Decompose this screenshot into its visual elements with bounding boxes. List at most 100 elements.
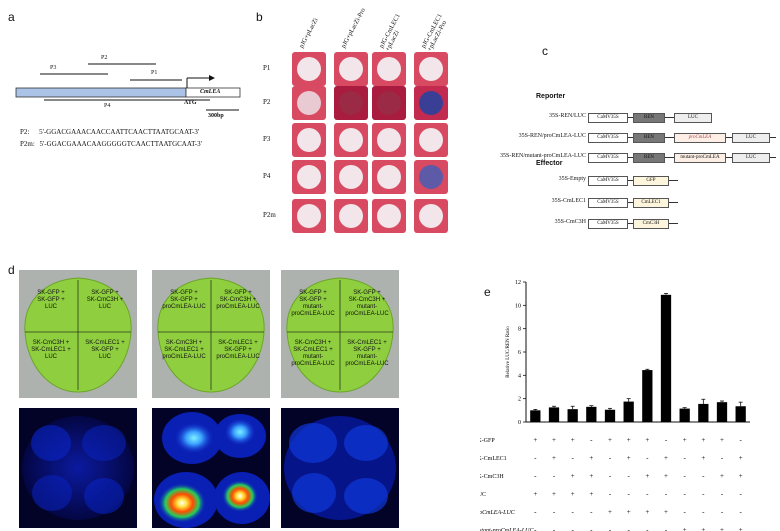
- scale-label: 300bp: [208, 113, 224, 119]
- yeast-colony: [297, 204, 321, 228]
- effector-title: Effector: [536, 160, 563, 167]
- bar: [567, 409, 578, 422]
- yeast-colony: [419, 57, 443, 81]
- yeast-dish: [372, 86, 406, 120]
- table-mark: -: [646, 526, 649, 531]
- table-mark: +: [664, 472, 668, 480]
- effector-1-label: 35S-Empty: [558, 176, 586, 182]
- yeast-dish: [372, 123, 406, 157]
- yeast-dish: [334, 86, 368, 120]
- bar: [548, 407, 560, 422]
- yeast-dish: [292, 199, 326, 233]
- table-mark: +: [533, 436, 537, 444]
- yeast-dish: [372, 199, 406, 233]
- panel-b-label: b: [256, 10, 263, 24]
- p2-seq-text: 5'-GGACGAAACAACCAATTCAACTTAATGCAAT-3': [39, 128, 200, 136]
- camv35s-box: CaMV35S: [588, 219, 628, 229]
- bar: [735, 406, 746, 422]
- yeast-colony: [419, 204, 443, 228]
- table-mark: +: [552, 454, 556, 462]
- leaf-quadrant-label: SK-GFP + SK-GFP + mutant- proCmLEA-LUC: [291, 290, 335, 317]
- effector-3-construct: CaMV35S CmC3H: [588, 219, 678, 229]
- reporter-2-label: 35S-REN/proCmLEA-LUC: [518, 133, 586, 139]
- table-mark: +: [589, 472, 593, 480]
- fragment-p3-label: P3: [50, 65, 57, 71]
- table-mark: -: [721, 454, 724, 462]
- bar: [679, 408, 690, 422]
- yeast-colony: [419, 91, 443, 115]
- table-mark: +: [701, 436, 705, 444]
- yeast-colony: [297, 165, 321, 189]
- table-mark: -: [739, 490, 742, 498]
- table-mark: -: [609, 472, 612, 480]
- y-tick-label: 6: [518, 350, 521, 356]
- promoter-map: [15, 63, 241, 111]
- cmlec1-box: CmLEC1: [633, 198, 669, 208]
- bar: [660, 294, 672, 422]
- table-mark: -: [627, 526, 630, 531]
- yeast-column-header: pJG-CmLEC1 +pLacZi: [378, 12, 402, 53]
- camv35s-box: CaMV35S: [588, 198, 628, 208]
- p2-sequence-row: P2: 5'-GGACGAAACAACCAATTCAACTTAATGCAAT-3…: [20, 128, 199, 136]
- tobacco-leaf-photo: SK-GFP + SK-GFP + LUC SK-GFP + SK-CmC3H +…: [19, 270, 137, 398]
- effector-3-label: 35S-CmC3H: [554, 219, 586, 225]
- luc-ren-bar-chart: 0 2 4 6 8 10 12 Relative LUC/REN Ratio SK-GFP + + +…: [480, 280, 750, 531]
- y-tick-label: 0: [518, 420, 521, 426]
- table-mark: +: [664, 454, 668, 462]
- reporter-1-label: 35S-REN/LUC: [548, 113, 586, 119]
- yeast-row-label: P4: [263, 172, 271, 180]
- table-mark: -: [683, 490, 686, 498]
- p2-seq-label: P2:: [20, 128, 30, 136]
- luminescence-image-luc: [19, 408, 137, 528]
- luminescence-image-mutant: [281, 408, 399, 528]
- camv35s-box: CaMV35S: [588, 133, 628, 143]
- table-mark: +: [739, 526, 743, 531]
- yeast-dish: [334, 199, 368, 233]
- y-axis-label: Relative LUC/REN Ratio: [506, 326, 511, 378]
- table-mark: -: [702, 472, 705, 480]
- yeast-column-header: pJG+pLacZi-Pro: [340, 7, 367, 50]
- yeast-dish: [372, 160, 406, 194]
- table-mark: +: [608, 508, 612, 516]
- yeast-colony: [339, 128, 363, 152]
- yeast-row-label: P1: [263, 64, 271, 72]
- leaf-quadrant-label: SK-GFP + SK-GFP + LUC: [37, 290, 65, 310]
- cmc3h-box: CmC3H: [633, 219, 669, 229]
- table-mark: -: [590, 526, 593, 531]
- ren-box: REN: [633, 133, 665, 143]
- yeast-dish: [292, 160, 326, 194]
- table-mark: -: [534, 508, 537, 516]
- table-mark: -: [683, 472, 686, 480]
- table-mark: -: [553, 508, 556, 516]
- leaf-quadrant-label: SK-CmC3H + SK-CmLEC1 + mutant- proCmLEA-…: [291, 340, 335, 367]
- table-mark: +: [739, 472, 743, 480]
- p2m-sequence-row: P2m: 5'-GGACGAAACAAGGGGGTCAACTTAATGCAAT-…: [20, 140, 202, 148]
- yeast-colony: [377, 165, 401, 189]
- table-mark: +: [720, 526, 724, 531]
- luc-box: LUC: [674, 113, 712, 123]
- leaf-quadrant-label: SK-CmLEC1 + SK-GFP + mutant- proCmLEA-LU…: [345, 340, 389, 367]
- yeast-dish: [292, 123, 326, 157]
- yeast-dish: [334, 52, 368, 86]
- table-mark: +: [683, 436, 687, 444]
- table-mark: -: [627, 490, 630, 498]
- table-mark: +: [701, 526, 705, 531]
- table-mark: +: [571, 490, 575, 498]
- table-mark: -: [683, 508, 686, 516]
- y-tick-label: 4: [518, 373, 521, 379]
- panel-d-label: d: [8, 263, 15, 277]
- leaf-quadrant-label: SK-GFP + SK-CmC3H + mutant- proCmLEA-LUC: [345, 290, 389, 317]
- panel-c-label: c: [542, 44, 548, 58]
- table-mark: +: [608, 436, 612, 444]
- yeast-colony: [297, 57, 321, 81]
- table-row-label: SK-CmC3H: [480, 474, 504, 480]
- yeast-row-label: P2m: [263, 211, 276, 219]
- table-mark: -: [590, 436, 593, 444]
- table-mark: -: [646, 490, 649, 498]
- p2m-seq-text: 5'-GGACGAAACAAGGGGGTCAACTTAATGCAAT-3': [39, 140, 202, 148]
- table-mark: +: [571, 436, 575, 444]
- yeast-row-label: P2: [263, 98, 271, 106]
- yeast-dish: [414, 160, 448, 194]
- yeast-colony: [377, 128, 401, 152]
- camv35s-box: CaMV35S: [588, 153, 628, 163]
